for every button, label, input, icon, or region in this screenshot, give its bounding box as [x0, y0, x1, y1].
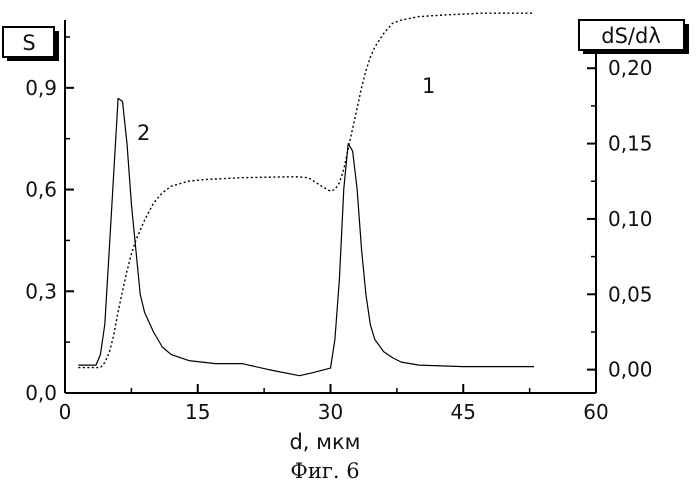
- series-layer: [78, 13, 534, 376]
- left-y-tick-label: 0,0: [25, 381, 57, 405]
- right-y-tick-label: 0,15: [608, 132, 653, 156]
- x-tick-label: 30: [318, 400, 343, 424]
- plot-frame: [65, 20, 596, 393]
- x-axis-title: d, мкм: [289, 430, 360, 454]
- left-y-tick-label: 0,3: [25, 279, 57, 303]
- series-line-1: [78, 13, 534, 367]
- left-y-tick-label: 0,6: [25, 178, 57, 202]
- x-tick-label: 0: [59, 400, 72, 424]
- x-axis-ticks: 0 15 30 45 60: [59, 384, 609, 424]
- right-y-tick-label: 0,20: [608, 56, 653, 80]
- x-tick-label: 45: [451, 400, 476, 424]
- right-y-tick-label: 0,00: [608, 358, 653, 382]
- left-axis-title: S: [22, 31, 35, 55]
- left-y-axis-ticks: 0,0 0,3 0,6 0,9: [25, 37, 74, 405]
- right-axis-title: dS/dλ: [601, 24, 661, 48]
- curve-label-1: 1: [422, 74, 435, 98]
- x-tick-label: 15: [185, 400, 210, 424]
- left-y-tick-label: 0,9: [25, 76, 57, 100]
- curve-label-2: 2: [137, 121, 150, 145]
- right-y-tick-label: 0,05: [608, 282, 653, 306]
- figure-caption: Фиг. 6: [290, 459, 359, 483]
- x-tick-label: 60: [583, 400, 608, 424]
- right-y-tick-label: 0,10: [608, 207, 653, 231]
